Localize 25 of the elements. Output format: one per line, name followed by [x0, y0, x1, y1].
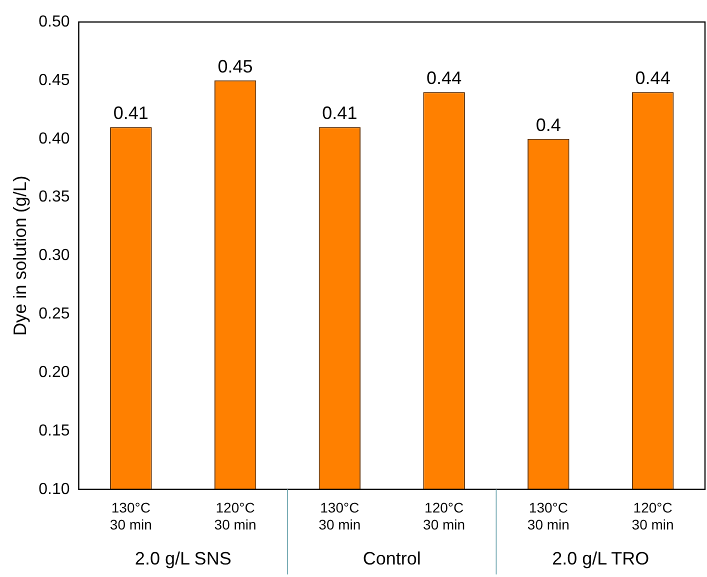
- y-tick-label: 0.35: [38, 188, 70, 206]
- x-tick-label: 120°C 30 min: [423, 500, 466, 532]
- y-tick-label: 0.25: [38, 306, 70, 323]
- text: 2.0 g/L SNS: [134, 548, 232, 568]
- x-tick-label: 130°C 30 min: [110, 500, 152, 532]
- x-tick-label: 130°C 30 min: [527, 500, 570, 532]
- y-tick-label: 0.40: [38, 130, 70, 148]
- data-label: 0.44: [426, 68, 462, 88]
- data-label: 0.45: [218, 56, 253, 76]
- data-label: 0.41: [322, 103, 358, 124]
- data-label: 0.4: [536, 114, 561, 135]
- y-axis-title: Dye in solution (g/L): [10, 176, 30, 336]
- text: Control: [362, 548, 421, 568]
- data-label: 0.44: [635, 68, 670, 88]
- data-label: 0.41: [113, 103, 148, 124]
- y-tick-label: 0.45: [38, 72, 70, 89]
- y-tick-label: 0.50: [38, 13, 70, 30]
- y-tick-label: 0.10: [38, 480, 70, 498]
- x-tick-label: 120°C 30 min: [632, 500, 674, 532]
- text: 2.0 g/L TRO: [552, 548, 650, 568]
- y-tick-label: 0.20: [38, 364, 70, 381]
- x-tick-label: 130°C 30 min: [318, 500, 361, 532]
- y-tick-label: 0.15: [38, 422, 70, 440]
- y-tick-label: 0.30: [38, 247, 70, 264]
- x-tick-label: 120°C 30 min: [214, 500, 256, 532]
